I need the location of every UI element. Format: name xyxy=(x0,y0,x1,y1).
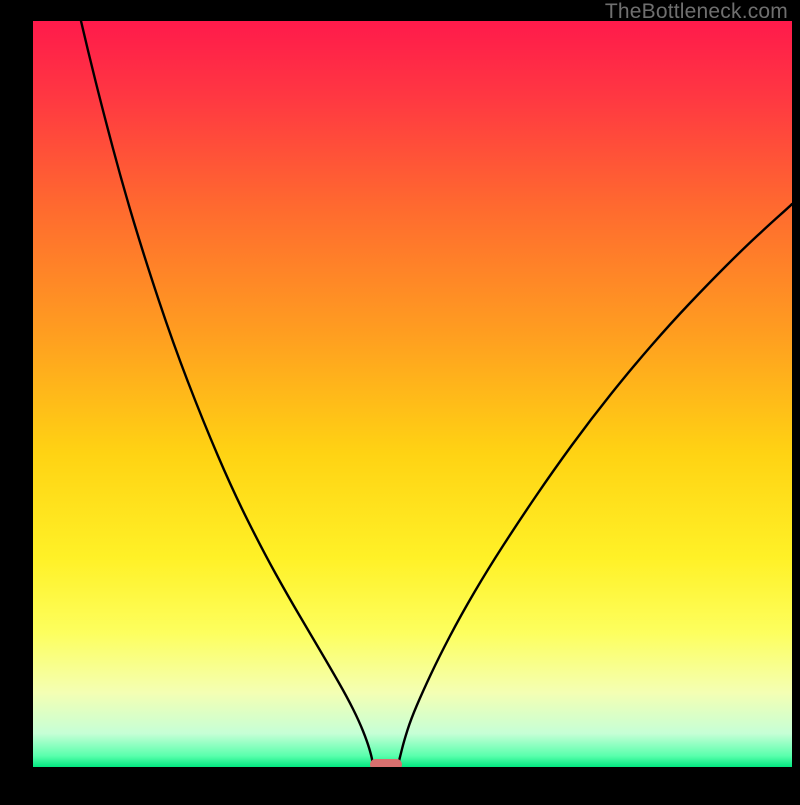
watermark-text: TheBottleneck.com xyxy=(605,0,788,24)
bottleneck-chart xyxy=(0,0,800,800)
chart-root: TheBottleneck.com xyxy=(0,0,800,800)
plot-gradient-background xyxy=(33,21,792,767)
